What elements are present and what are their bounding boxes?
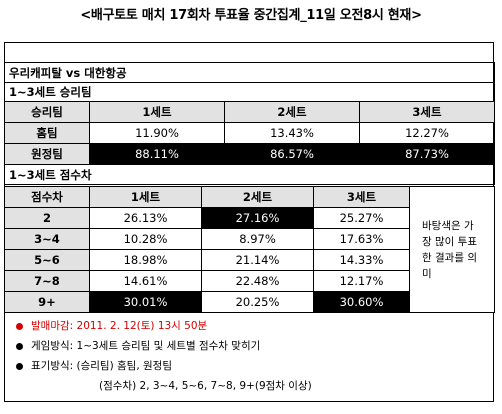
table-row: 원정팀 88.11% 86.57% 87.73%	[4, 143, 496, 165]
value-cell: 26.13%	[89, 207, 202, 229]
value-cell: 14.33%	[313, 249, 410, 271]
value-cell: 14.61%	[89, 270, 202, 292]
header-cell: 점수차	[4, 186, 90, 208]
value-cell-highlight: 27.16%	[201, 207, 314, 229]
notes-section: 발매마감: 2011. 2. 12(토) 13시 50분 게임방식: 1~3세트…	[4, 314, 494, 402]
bullet-icon	[16, 362, 23, 370]
display-note: 표기방식: (승리팀) 홈팀, 원정팀	[16, 358, 172, 373]
bullet-icon	[16, 322, 23, 330]
header-cell: 승리팀	[4, 101, 90, 123]
section2-header: 점수차 1세트 2세트 3세트 바탕색은 가장 많이 투표한 결과를 의미	[4, 186, 495, 313]
header-cell: 3세트	[313, 186, 410, 208]
value-cell-highlight: 87.73%	[358, 143, 496, 165]
value-cell: 12.17%	[313, 270, 410, 292]
match-title: 우리캐피탈 vs 대한항공	[3, 62, 496, 83]
value-cell: 13.43%	[224, 122, 360, 144]
diff-cell: 5~6	[4, 249, 90, 271]
header-cell: 2세트	[224, 101, 360, 123]
diff-cell: 3~4	[4, 228, 90, 250]
bullet-icon	[16, 342, 23, 350]
deadline-note: 발매마감: 2011. 2. 12(토) 13시 50분	[16, 318, 207, 333]
diff-cell: 2	[4, 207, 90, 229]
value-cell: 21.14%	[201, 249, 314, 271]
team-cell: 홈팀	[4, 122, 90, 144]
diff-cell: 7~8	[4, 270, 90, 292]
value-cell-highlight: 30.01%	[89, 291, 202, 313]
page-title: <배구토토 매치 17회차 투표율 중간집계_11일 오전8시 현재>	[80, 8, 422, 23]
value-cell: 8.97%	[201, 228, 314, 250]
section2-label: 1~3세트 점수차	[3, 164, 496, 185]
display-note-2: (점수차) 2, 3~4, 5~6, 7~8, 9+(9점차 이상)	[99, 380, 312, 392]
value-cell-highlight: 88.11%	[89, 143, 225, 165]
value-cell: 11.90%	[89, 122, 225, 144]
method-text: 게임방식: 1~3세트 승리팀 및 세트별 점수차 맞히기	[31, 340, 261, 352]
score-diff-table: 점수차 1세트 2세트 3세트 바탕색은 가장 많이 투표한 결과를 의미 2 …	[4, 186, 495, 313]
value-cell: 25.27%	[313, 207, 410, 229]
value-cell-highlight: 30.60%	[313, 291, 410, 313]
team-cell: 원정팀	[4, 143, 90, 165]
value-cell: 18.98%	[89, 249, 202, 271]
table-row: 9+ 30.01% 20.25% 30.60%	[4, 291, 495, 313]
header-cell: 3세트	[358, 101, 496, 123]
highlight-note: 바탕색은 가장 많이 투표한 결과를 의미	[409, 186, 495, 313]
method-note: 게임방식: 1~3세트 승리팀 및 세트별 점수차 맞히기	[16, 338, 260, 353]
table-row: 홈팀 11.90% 13.43% 12.27%	[4, 122, 496, 144]
section1-header: 승리팀 1세트 2세트 3세트	[4, 101, 496, 123]
value-cell: 12.27%	[358, 122, 496, 144]
value-cell-highlight: 86.57%	[224, 143, 360, 165]
value-cell: 17.63%	[313, 228, 410, 250]
win-team-table: 우리캐피탈 vs 대한항공 1~3세트 승리팀 승리팀 1세트 2세트 3세트 …	[3, 62, 496, 185]
value-cell: 10.28%	[89, 228, 202, 250]
diff-cell: 9+	[4, 291, 90, 313]
header-cell: 1세트	[89, 101, 225, 123]
value-cell: 22.48%	[201, 270, 314, 292]
section1-label: 1~3세트 승리팀	[3, 82, 496, 102]
deadline-text: 발매마감: 2011. 2. 12(토) 13시 50분	[31, 320, 208, 332]
header-cell: 2세트	[201, 186, 314, 208]
value-cell: 20.25%	[201, 291, 314, 313]
header-cell: 1세트	[89, 186, 202, 208]
display-text: 표기방식: (승리팀) 홈팀, 원정팀	[31, 360, 173, 372]
